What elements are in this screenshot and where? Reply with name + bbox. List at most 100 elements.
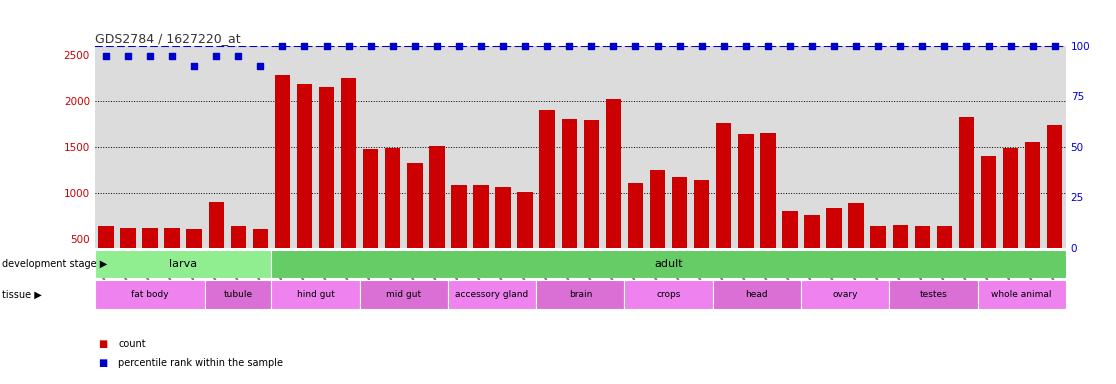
Point [958,43,975,49]
Text: mid gut: mid gut [386,290,422,299]
Bar [297,84,312,284]
Text: whole animal: whole animal [991,290,1052,299]
Point [494,43,512,49]
Text: brain: brain [569,290,591,299]
Bar [959,117,974,284]
Text: accessory gland: accessory gland [455,290,529,299]
Bar [359,280,448,309]
Point [847,43,865,49]
Bar [1003,148,1018,284]
Bar [209,202,224,284]
Bar [271,280,359,309]
Bar [650,170,665,284]
Point [869,43,887,49]
Bar [95,250,271,278]
Bar [672,177,687,284]
Text: crops: crops [656,290,681,299]
Bar [893,225,908,284]
Point [935,43,953,49]
Point [339,43,357,49]
Bar [1047,125,1062,284]
Point [427,43,445,49]
Point [605,43,623,49]
Bar [738,134,753,284]
Text: testes: testes [920,290,947,299]
Point [273,43,291,49]
Bar [826,208,841,284]
Text: hind gut: hind gut [297,290,335,299]
Point [384,43,402,49]
Bar [713,280,801,309]
Point [1002,43,1020,49]
Point [737,43,754,49]
Bar [430,146,444,284]
Bar [801,280,889,309]
Bar [870,226,886,284]
Point [693,43,711,49]
Point [185,63,203,69]
Bar [782,211,798,284]
Point [671,43,689,49]
Point [583,43,600,49]
Point [715,43,733,49]
Bar [271,250,1066,278]
Bar [760,133,776,284]
Point [406,43,424,49]
Bar [143,228,157,284]
Bar [451,185,466,284]
Text: ovary: ovary [833,290,858,299]
Bar [978,280,1066,309]
Text: adult: adult [654,259,683,269]
Bar [205,280,271,309]
Bar [407,163,423,284]
Point [450,43,468,49]
Bar [694,180,710,284]
Text: tubule: tubule [223,290,253,299]
Point [781,43,799,49]
Text: ■: ■ [98,339,107,349]
Text: development stage ▶: development stage ▶ [2,259,107,269]
Bar [518,192,532,284]
Bar [121,228,136,284]
Point [825,43,843,49]
Bar [539,110,555,284]
Point [208,53,225,59]
Point [163,53,181,59]
Point [362,43,379,49]
Point [913,43,931,49]
Bar [448,280,536,309]
Bar [936,226,952,284]
Text: tissue ▶: tissue ▶ [2,290,42,300]
Point [141,53,158,59]
Point [251,63,269,69]
Point [538,43,556,49]
Point [648,43,666,49]
Point [560,43,578,49]
Bar [363,149,378,284]
Bar [848,203,864,284]
Bar [584,120,599,284]
Point [626,43,644,49]
Bar [186,229,202,284]
Point [517,43,535,49]
Bar [275,75,290,284]
Bar [561,119,577,284]
Bar [496,187,511,284]
Point [472,43,490,49]
Bar [536,280,625,309]
Bar [805,215,820,284]
Text: larva: larva [169,259,198,269]
Point [1046,43,1064,49]
Point [892,43,910,49]
Text: count: count [118,339,146,349]
Bar [716,123,731,284]
Bar [625,280,713,309]
Bar [1024,142,1040,284]
Text: fat body: fat body [132,290,169,299]
Point [97,53,115,59]
Point [980,43,998,49]
Text: GDS2784 / 1627220_at: GDS2784 / 1627220_at [95,32,240,45]
Text: ■: ■ [98,358,107,368]
Bar [98,226,114,284]
Point [1023,43,1041,49]
